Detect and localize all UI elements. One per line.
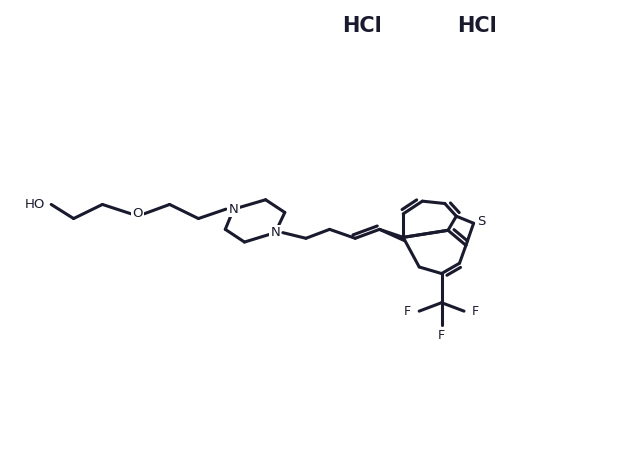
Text: HO: HO (25, 198, 45, 211)
Text: F: F (472, 305, 479, 318)
Text: F: F (404, 305, 412, 318)
Text: O: O (132, 207, 143, 220)
Text: HCl: HCl (342, 16, 381, 36)
Text: N: N (228, 203, 239, 216)
Text: N: N (228, 203, 239, 216)
Text: S: S (477, 215, 486, 228)
Text: N: N (270, 226, 280, 239)
Text: F: F (438, 329, 445, 342)
Text: HCl: HCl (457, 16, 497, 36)
